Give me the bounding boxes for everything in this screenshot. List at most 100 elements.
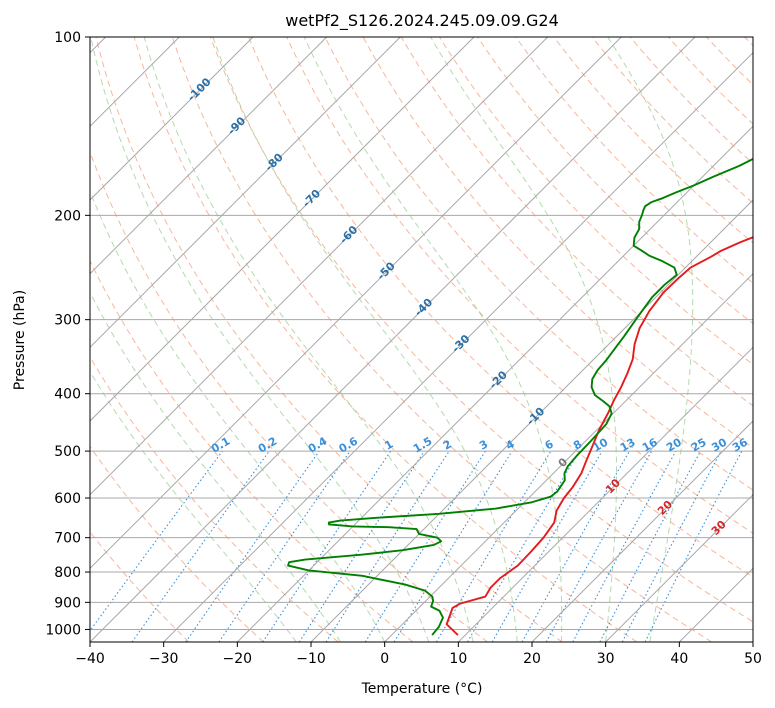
- isotherm-label: -20: [487, 368, 510, 391]
- moist-adiabat-line: [143, 37, 474, 642]
- mixing-ratio-label: 0.1: [209, 435, 232, 456]
- isotherm-line: [457, 346, 753, 642]
- isotherm-line: [90, 37, 328, 275]
- isotherm-line: [90, 37, 401, 349]
- plot-area: -100-90-80-70-60-50-40-30-20-10010203040…: [90, 37, 775, 642]
- isotherm-label: -30: [449, 332, 472, 355]
- isotherms: [90, 37, 753, 642]
- dry-adiabat-line: [324, 37, 753, 491]
- x-axis: −40 −30 −20 −10 0 10 20 30 40 50: [75, 642, 762, 667]
- isotherm-line: [90, 37, 475, 422]
- moist-adiabat-line: [90, 370, 297, 642]
- y-tick-label: 100: [54, 30, 81, 46]
- isotherm-line: [90, 37, 622, 570]
- isotherm-line: [236, 125, 753, 642]
- mixing-ratio-line: [467, 450, 580, 642]
- dry-adiabat-line: [210, 37, 753, 623]
- dry-adiabat-line: [477, 37, 753, 325]
- isotherm-line: [310, 199, 753, 642]
- mixing-ratio-line: [521, 450, 630, 642]
- y-axis: 100 200 300 400 500 600 700 800 900 1000: [45, 30, 90, 638]
- isotherm-label: -100: [185, 75, 214, 104]
- profile-series: [287, 157, 753, 636]
- dry-adiabat-line: [90, 531, 190, 642]
- isotherm-line: [90, 37, 254, 201]
- mixing-ratio-line: [218, 450, 351, 642]
- isotherm-line: [90, 37, 696, 642]
- x-tick-label: 40: [670, 651, 688, 667]
- x-axis-label: Temperature (°C): [361, 681, 483, 697]
- isotherm-label: -70: [300, 187, 323, 210]
- y-tick-label: 900: [54, 595, 81, 611]
- dry-adiabat-line: [90, 150, 488, 642]
- dry-adiabat-line: [133, 37, 638, 642]
- isotherm-label: -80: [263, 150, 286, 173]
- x-tick-label: 20: [523, 651, 541, 667]
- plot-frame: [89, 36, 754, 643]
- moist-adiabat-line: [607, 37, 694, 642]
- mixing-ratio-label: 30: [709, 435, 729, 454]
- dry-adiabat-line: [90, 259, 414, 642]
- mixing-ratio-lines: [90, 450, 743, 642]
- mixing-ratio-label: 25: [689, 436, 709, 455]
- isotherm-line: [90, 37, 549, 496]
- moist-adiabat-line: [212, 37, 518, 642]
- y-tick-label: 600: [54, 491, 81, 507]
- dry-adiabat-line: [400, 37, 753, 407]
- dry-adiabat-line: [248, 37, 753, 578]
- mixing-ratio-label: 0.6: [337, 434, 361, 455]
- dry-adiabat-line: [706, 37, 753, 86]
- moist-adiabat-line: [303, 37, 563, 642]
- dry-adiabat-line: [629, 37, 753, 165]
- y-tick-label: 500: [54, 444, 81, 460]
- y-tick-label: 200: [54, 208, 81, 224]
- temperature-profile-line: [445, 236, 753, 636]
- moist-adiabat-line: [90, 291, 341, 642]
- moist-adiabat-line: [90, 37, 430, 642]
- mixing-ratio-label: 16: [640, 435, 660, 454]
- mixing-ratio-line: [325, 450, 450, 642]
- pressure-gridlines: [90, 37, 753, 630]
- mixing-ratio-line: [393, 450, 513, 642]
- dry-adiabat-line: [668, 37, 753, 125]
- dry-adiabat-line: [95, 37, 563, 642]
- dry-adiabat-line: [744, 37, 753, 47]
- dry-adiabat-line: [591, 37, 753, 204]
- moist-adiabat-line: [90, 189, 386, 642]
- dry-adiabat-line: [90, 445, 264, 642]
- dewpoint-profile-line: [287, 157, 753, 636]
- mixing-ratio-label: 36: [730, 435, 750, 454]
- mixing-ratio-line: [572, 450, 677, 642]
- x-tick-label: 50: [744, 651, 762, 667]
- isotherm-line: [531, 420, 753, 642]
- dry-adiabat-line: [362, 37, 753, 449]
- dry-adiabat-line: [553, 37, 753, 244]
- mixing-ratio-label: 2: [441, 438, 454, 453]
- mixing-ratio-line: [435, 450, 552, 642]
- isotherm-label: 40: [764, 536, 775, 556]
- mixing-ratio-line: [545, 450, 653, 642]
- y-tick-label: 300: [54, 313, 81, 329]
- mixing-ratio-line: [262, 450, 392, 642]
- y-tick-label: 800: [54, 565, 81, 581]
- dry-adiabat-line: [90, 356, 339, 642]
- isotherm-label: 30: [709, 518, 729, 538]
- isotherm-line: [752, 641, 753, 642]
- isotherm-label: 0: [556, 455, 571, 470]
- isotherm-label: -50: [375, 259, 398, 282]
- x-tick-label: −20: [223, 651, 253, 667]
- y-axis-label: Pressure (hPa): [12, 290, 28, 390]
- dry-adiabat-line: [515, 37, 753, 284]
- mixing-ratio-label: 0.4: [306, 434, 330, 455]
- x-tick-label: −10: [296, 651, 326, 667]
- isotherm-label: -60: [337, 223, 360, 246]
- mixing-ratio-label: 3: [477, 438, 490, 453]
- isotherm-line: [384, 272, 753, 642]
- isotherm-line: [163, 51, 753, 642]
- mixing-ratio-label: 6: [543, 437, 556, 452]
- mixing-ratio-line: [644, 450, 743, 642]
- y-tick-label: 400: [54, 387, 81, 403]
- x-tick-label: −40: [75, 651, 105, 667]
- mixing-ratio-line: [185, 450, 320, 642]
